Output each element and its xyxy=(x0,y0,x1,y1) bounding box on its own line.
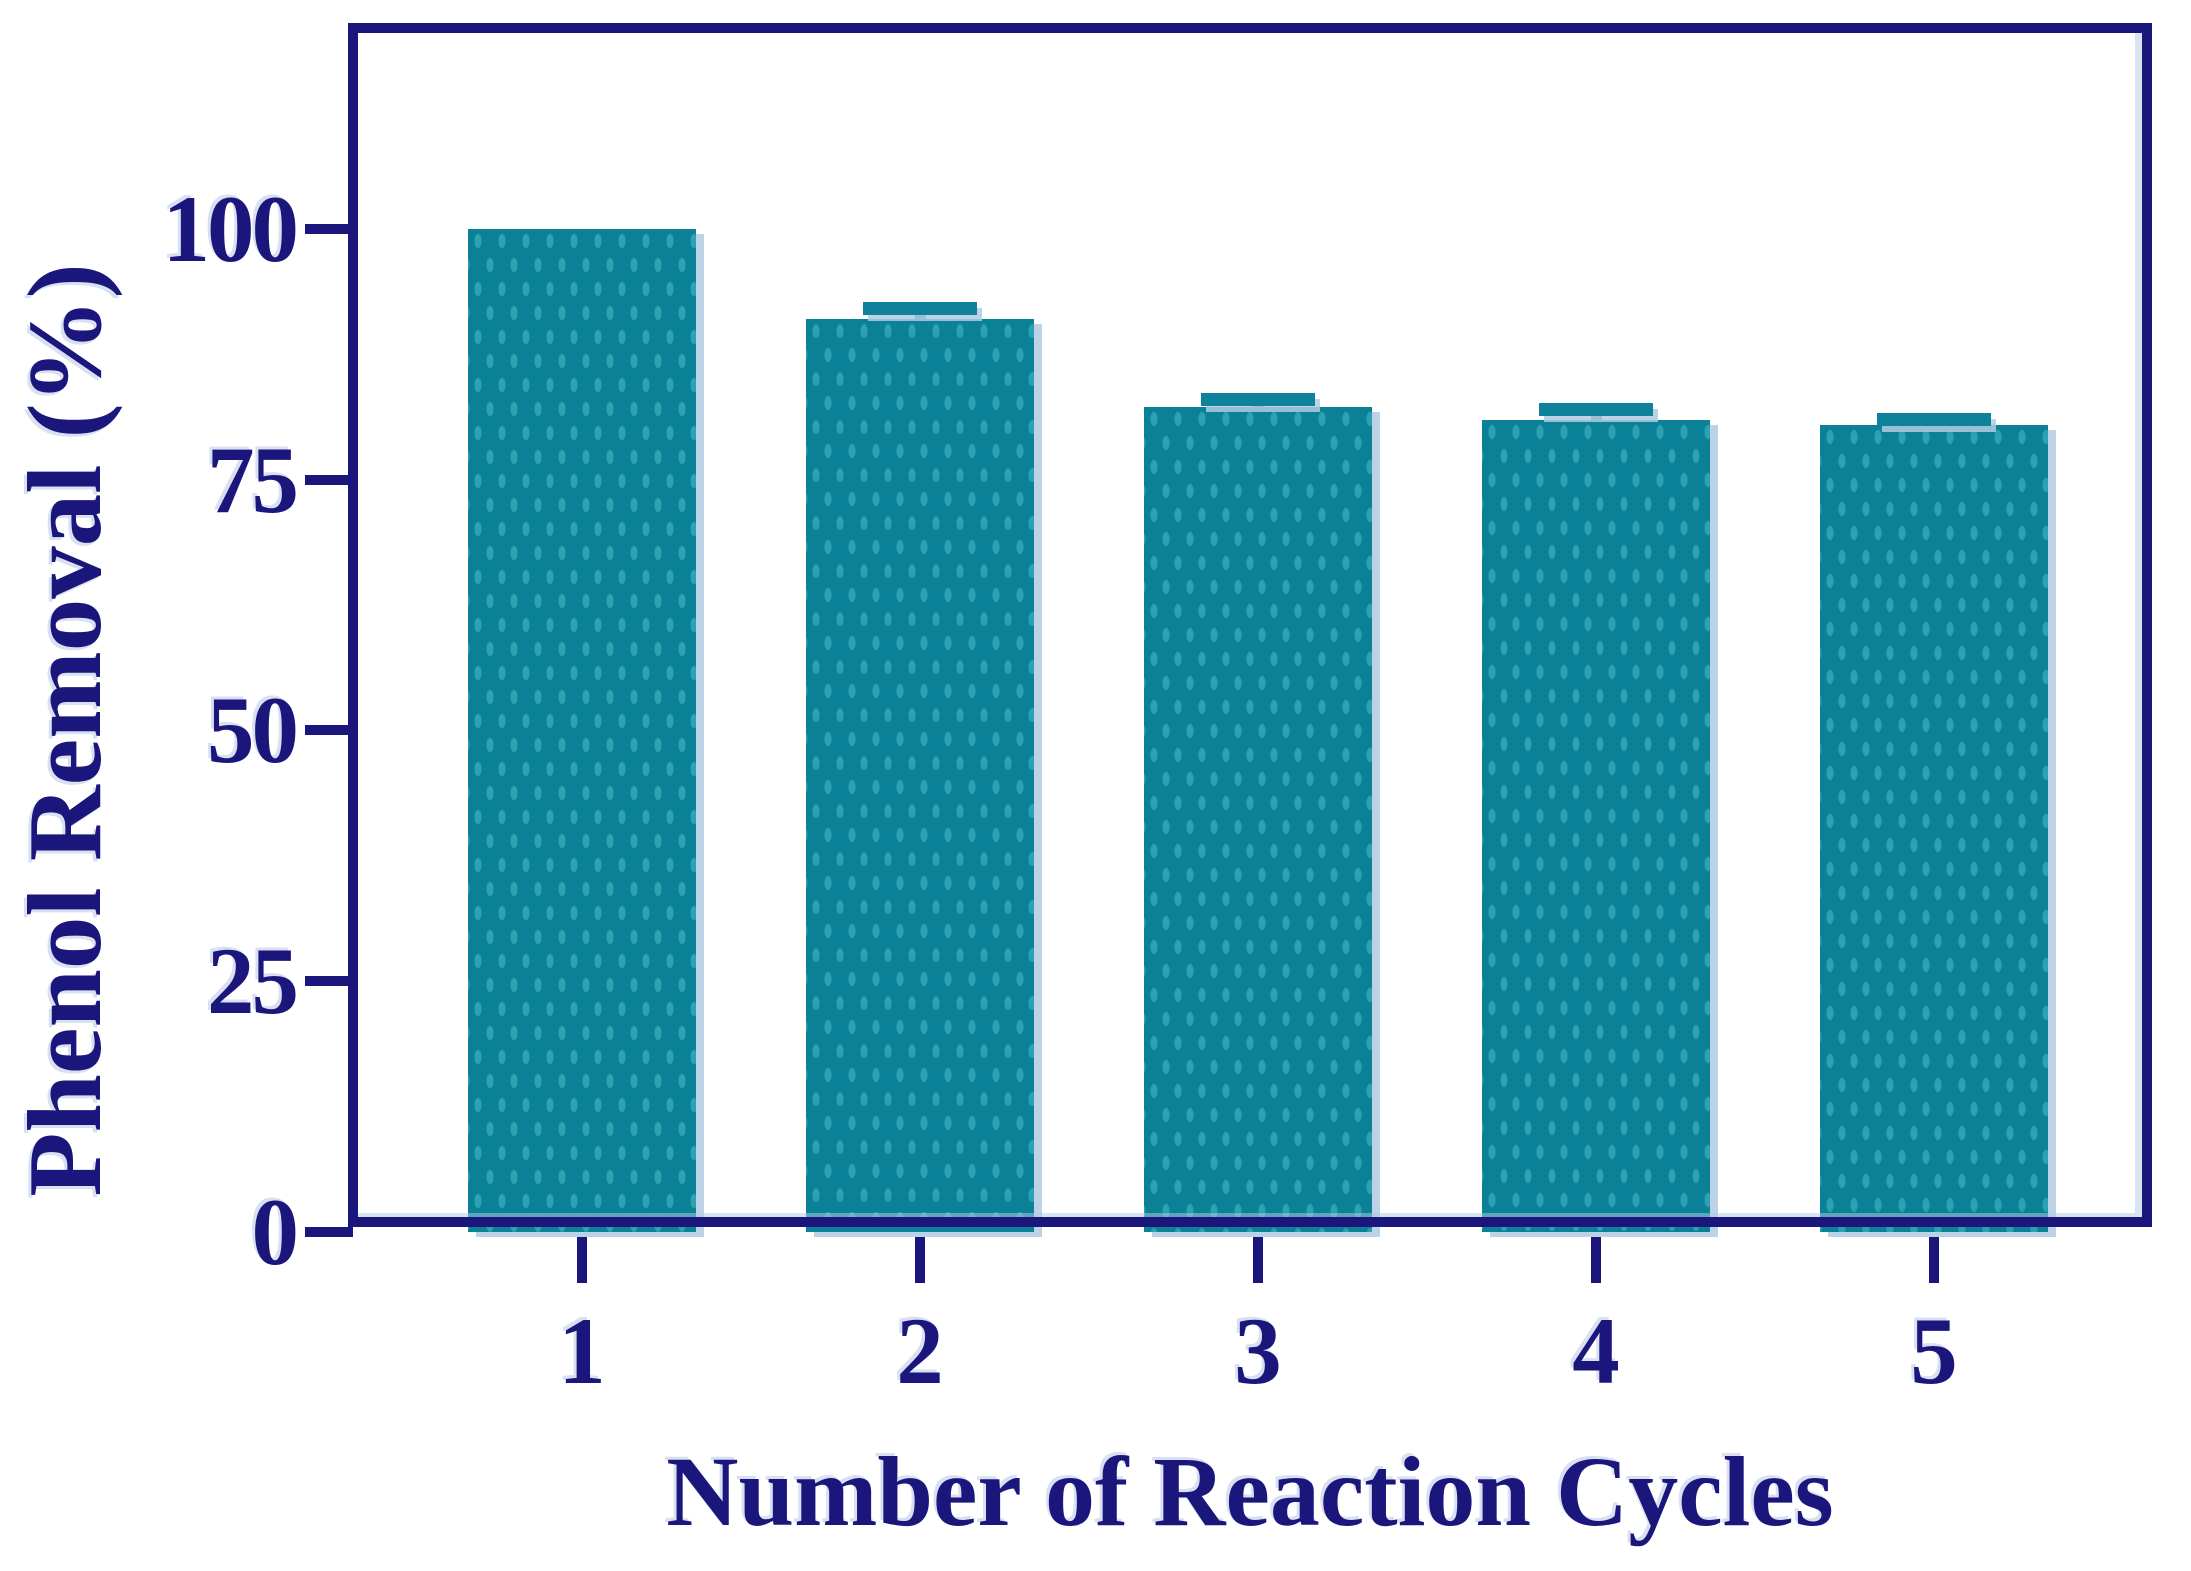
error-bar-cap-2 xyxy=(863,302,977,316)
x-tick-label-1: 1 xyxy=(558,1298,606,1404)
bar-cycle-1 xyxy=(468,228,696,1232)
error-bar-cap-5 xyxy=(1877,412,1991,426)
x-tick-3 xyxy=(1253,1237,1263,1283)
bar-cycle-3 xyxy=(1144,407,1372,1232)
error-bar-cap-4 xyxy=(1539,402,1653,416)
y-tick-25 xyxy=(305,976,353,987)
error-bar-cap-3 xyxy=(1201,392,1315,406)
x-tick-label-5: 5 xyxy=(1910,1298,1958,1404)
y-tick-label-25: 25 xyxy=(207,928,299,1035)
x-tick-label-4: 4 xyxy=(1572,1298,1620,1404)
x-axis-title: Number of Reaction Cycles xyxy=(666,1436,1834,1547)
y-tick-100 xyxy=(305,223,353,234)
y-tick-label-100: 100 xyxy=(162,175,300,282)
y-tick-label-0: 0 xyxy=(251,1179,300,1285)
y-tick-label-75: 75 xyxy=(207,426,299,533)
y-tick-label-50: 50 xyxy=(207,677,299,784)
x-tick-5 xyxy=(1929,1237,1939,1283)
bar-cycle-2 xyxy=(806,318,1034,1232)
y-tick-50 xyxy=(305,725,353,736)
y-tick-75 xyxy=(305,474,353,485)
bar-cycle-4 xyxy=(1482,420,1710,1232)
x-tick-4 xyxy=(1591,1237,1601,1283)
bar-cycle-5 xyxy=(1820,425,2048,1232)
x-tick-1 xyxy=(577,1237,587,1283)
x-tick-label-2: 2 xyxy=(896,1298,944,1404)
x-tick-label-3: 3 xyxy=(1234,1298,1282,1404)
x-tick-2 xyxy=(915,1237,925,1283)
y-tick-0 xyxy=(305,1227,353,1237)
